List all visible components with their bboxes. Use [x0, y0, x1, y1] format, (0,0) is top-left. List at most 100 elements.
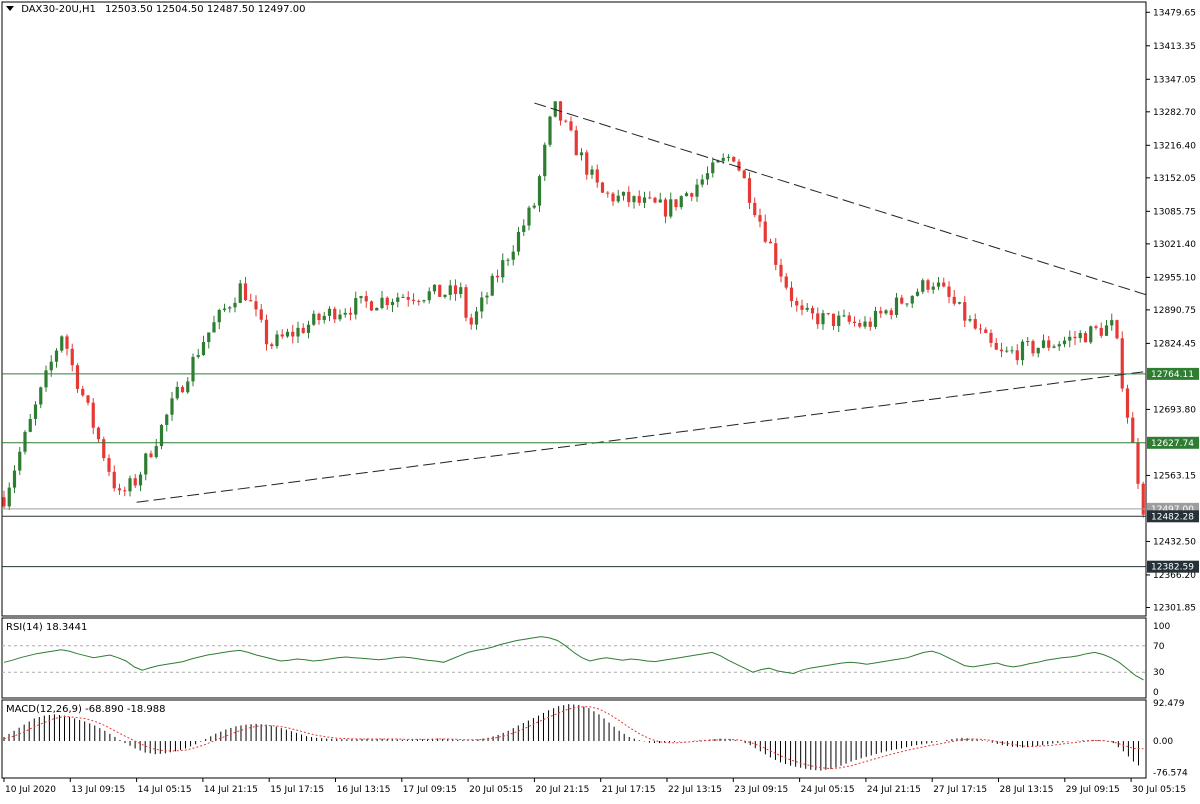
candle-bull: [138, 474, 143, 486]
candle-bear: [648, 197, 652, 199]
price-axis-tick-label: 13413.35: [1153, 42, 1196, 52]
time-axis-tick-label: 27 Jul 17:15: [933, 785, 987, 795]
level-label: 12497.00: [1151, 505, 1194, 515]
candle-bull: [7, 487, 11, 507]
candle-bull: [1078, 333, 1082, 339]
candle-bear: [606, 192, 610, 194]
candle-bear: [758, 215, 762, 222]
ohlc-label: 12503.50 12504.50 12487.50 12497.00: [105, 4, 306, 15]
candle-bear: [732, 156, 736, 162]
candle-bear: [984, 329, 988, 333]
candle-bear: [417, 300, 421, 302]
candle-bear: [317, 313, 321, 321]
candle-bear: [952, 296, 956, 304]
candle-bear: [637, 196, 641, 203]
candle-bull: [590, 169, 594, 175]
macd-signal-line: [3, 706, 1144, 770]
price-axis-tick-label: 12366.20: [1153, 571, 1196, 581]
candle-bull: [522, 225, 526, 232]
candle-bear: [1099, 327, 1103, 336]
candle-bull: [238, 283, 242, 303]
candle-bear: [947, 286, 951, 297]
candle-bull: [432, 284, 437, 292]
time-axis-tick-label: 23 Jul 09:15: [734, 785, 788, 795]
candle-bear: [1125, 388, 1130, 418]
candle-bear: [65, 336, 69, 349]
candle-bull: [695, 184, 699, 197]
candle-bull: [711, 162, 715, 174]
candle-bull: [18, 451, 22, 471]
candle-bull: [527, 207, 531, 226]
candle-bull: [616, 195, 620, 202]
candle-bull: [721, 157, 725, 161]
candle-bear: [112, 471, 116, 489]
candle-bear: [364, 296, 368, 302]
price-axis-tick-label: 13152.05: [1153, 174, 1196, 184]
candle-bull: [957, 302, 962, 304]
rsi-axis-tick-label: 100: [1153, 622, 1170, 632]
candle-bear: [1131, 417, 1135, 443]
candle-bull: [621, 191, 626, 196]
candle-bear: [663, 199, 668, 217]
candle-bull: [312, 313, 316, 325]
candle-bull: [1057, 344, 1061, 347]
rsi-pane-frame: [1, 617, 1147, 699]
candle-bear: [1083, 333, 1088, 343]
candle-bear: [784, 276, 788, 288]
candle-bear: [81, 388, 85, 396]
candle-bull: [159, 424, 164, 447]
candle-bull: [921, 280, 925, 292]
macd-axis-tick-label: -76.574: [1153, 768, 1188, 778]
candle-bull: [894, 297, 899, 315]
candle-bull: [375, 307, 379, 311]
candle-bull: [1062, 340, 1067, 345]
candle-bull: [632, 196, 636, 203]
candle-bull: [207, 332, 211, 343]
candle-bull: [884, 310, 888, 314]
candle-bull: [144, 453, 148, 475]
candle-bear: [564, 120, 568, 122]
candle-bull: [931, 286, 935, 290]
candle-bull: [679, 196, 683, 208]
candle-bear: [926, 280, 930, 290]
candle-bull: [39, 387, 43, 405]
candle-bear: [753, 202, 757, 216]
candle-bear: [1047, 340, 1051, 348]
candle-bull: [821, 313, 825, 325]
candle-bear: [259, 309, 263, 320]
candle-bull: [548, 116, 552, 145]
price-pane-title: DAX30-20U,H1 12503.50 12504.50 12487.50 …: [6, 4, 305, 15]
price-axis-tick-label: 12693.80: [1153, 405, 1196, 415]
candle-bear: [333, 308, 337, 320]
candle-bull: [480, 297, 484, 312]
candle-bear: [2, 497, 6, 507]
collapse-triangle-icon[interactable]: [6, 6, 14, 11]
candle-bear: [1094, 326, 1098, 328]
time-axis-tick-label: 20 Jul 21:15: [535, 785, 589, 795]
candle-bear: [254, 301, 258, 310]
time-axis-tick-label: 17 Jul 09:15: [403, 785, 457, 795]
time-axis-tick-label: 14 Jul 21:15: [204, 785, 258, 795]
price-axis-tick-label: 13085.75: [1153, 207, 1196, 217]
candle-bear: [301, 327, 305, 333]
candle-bull: [396, 297, 400, 302]
candle-bear: [411, 299, 416, 301]
candle-bull: [154, 446, 158, 458]
candle-bear: [763, 221, 767, 242]
candle-bear: [611, 193, 615, 202]
candle-bear: [1120, 338, 1124, 389]
candle-bear: [133, 478, 137, 486]
candle-bull: [1052, 346, 1056, 348]
candle-bull: [905, 303, 909, 305]
candle-bear: [879, 310, 883, 314]
macd-histogram: [3, 704, 1139, 771]
time-axis-tick-label: 13 Jul 09:15: [71, 785, 125, 795]
candle-bear: [91, 402, 95, 428]
rsi-line: [3, 636, 1144, 681]
time-axis-tick-label: 28 Jul 13:15: [1000, 785, 1054, 795]
candle-bear: [469, 317, 473, 325]
price-axis-tick-label: 12890.75: [1153, 306, 1196, 316]
candle-bull: [543, 144, 547, 177]
candle-bear: [574, 130, 578, 156]
